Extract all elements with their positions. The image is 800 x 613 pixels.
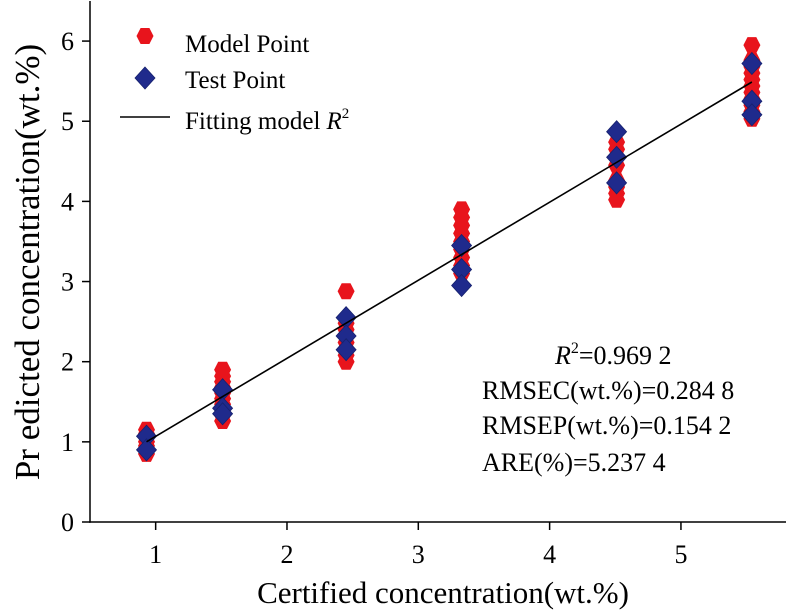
legend-label: Test Point xyxy=(185,67,285,94)
test-point xyxy=(135,438,158,462)
test-point xyxy=(741,51,763,76)
legend-label-text: Test Point xyxy=(185,67,285,94)
stat-annotation-text: RMSEP(wt.%)=0.154 2 xyxy=(482,411,731,440)
test-point xyxy=(741,103,763,127)
axes: 0 1 2 3 4 5 6 1 2 3 4 5 xyxy=(61,1,786,569)
stat-annotation: R2=0.969 2 xyxy=(554,340,672,370)
statistics-annotations: R2=0.969 2 RMSEC(wt.%)=0.284 8 RMSEP(wt.%)… xyxy=(482,340,734,477)
data-points-layer xyxy=(135,37,763,462)
y-tick-label: 6 xyxy=(61,27,74,56)
test-point xyxy=(606,145,628,169)
legend-label-text: Fitting model xyxy=(185,108,320,135)
stat-annotation: ARE(%)=5.237 4 xyxy=(482,448,666,477)
legend-label-superscript: 2 xyxy=(342,106,350,122)
model-point xyxy=(337,283,355,300)
stat-annotation-text: =0.969 2 xyxy=(579,341,672,370)
fitting-model-line xyxy=(146,81,753,443)
x-tick-label: 5 xyxy=(674,540,687,569)
test-point xyxy=(335,338,357,362)
legend-item-fitting-model: Fitting model R2 xyxy=(120,106,349,135)
model-point xyxy=(453,201,471,218)
y-axis-label: Pr edicted concentration(wt.%) xyxy=(8,44,47,480)
model-point xyxy=(743,37,761,54)
stat-annotation: RMSEP(wt.%)=0.154 2 xyxy=(482,411,731,440)
legend-label: Fitting model R2 xyxy=(185,106,349,135)
legend-label-text: Model Point xyxy=(185,31,309,58)
test-point xyxy=(606,120,628,144)
legend: Model Point Test Point Fitting model R2 xyxy=(120,28,349,135)
model-point xyxy=(214,361,232,378)
test-point xyxy=(606,171,628,195)
stat-annotation-italic: R xyxy=(554,341,571,370)
test-point xyxy=(451,273,473,298)
y-tick-label: 3 xyxy=(61,268,74,297)
stat-annotation-superscript: 2 xyxy=(571,340,579,357)
y-tick-label: 2 xyxy=(61,348,74,377)
fitting-line-layer xyxy=(146,81,753,443)
legend-item-test-point: Test Point xyxy=(134,66,285,94)
legend-diamond-marker xyxy=(134,66,156,90)
y-tick-label: 1 xyxy=(61,428,74,457)
stat-annotation-text: ARE(%)=5.237 4 xyxy=(482,448,666,477)
x-tick-label: 1 xyxy=(149,540,162,569)
test-point xyxy=(451,233,473,258)
legend-label: Model Point xyxy=(185,31,309,58)
test-point xyxy=(212,402,234,426)
y-tick-label: 5 xyxy=(61,107,74,136)
x-tick-label: 4 xyxy=(543,540,556,569)
legend-item-model-point: Model Point xyxy=(136,28,309,58)
x-tick-label: 2 xyxy=(280,540,293,569)
y-tick-label: 4 xyxy=(61,187,74,216)
legend-label-italic: R xyxy=(325,108,341,135)
stat-annotation-text: RMSEC(wt.%)=0.284 8 xyxy=(482,376,734,405)
y-tick-label: 0 xyxy=(61,508,74,537)
legend-hexagon-marker xyxy=(136,28,154,44)
stat-annotation: RMSEC(wt.%)=0.284 8 xyxy=(482,376,734,405)
x-axis-label: Certified concentration(wt.%) xyxy=(257,575,629,610)
x-tick-label: 3 xyxy=(412,540,425,569)
